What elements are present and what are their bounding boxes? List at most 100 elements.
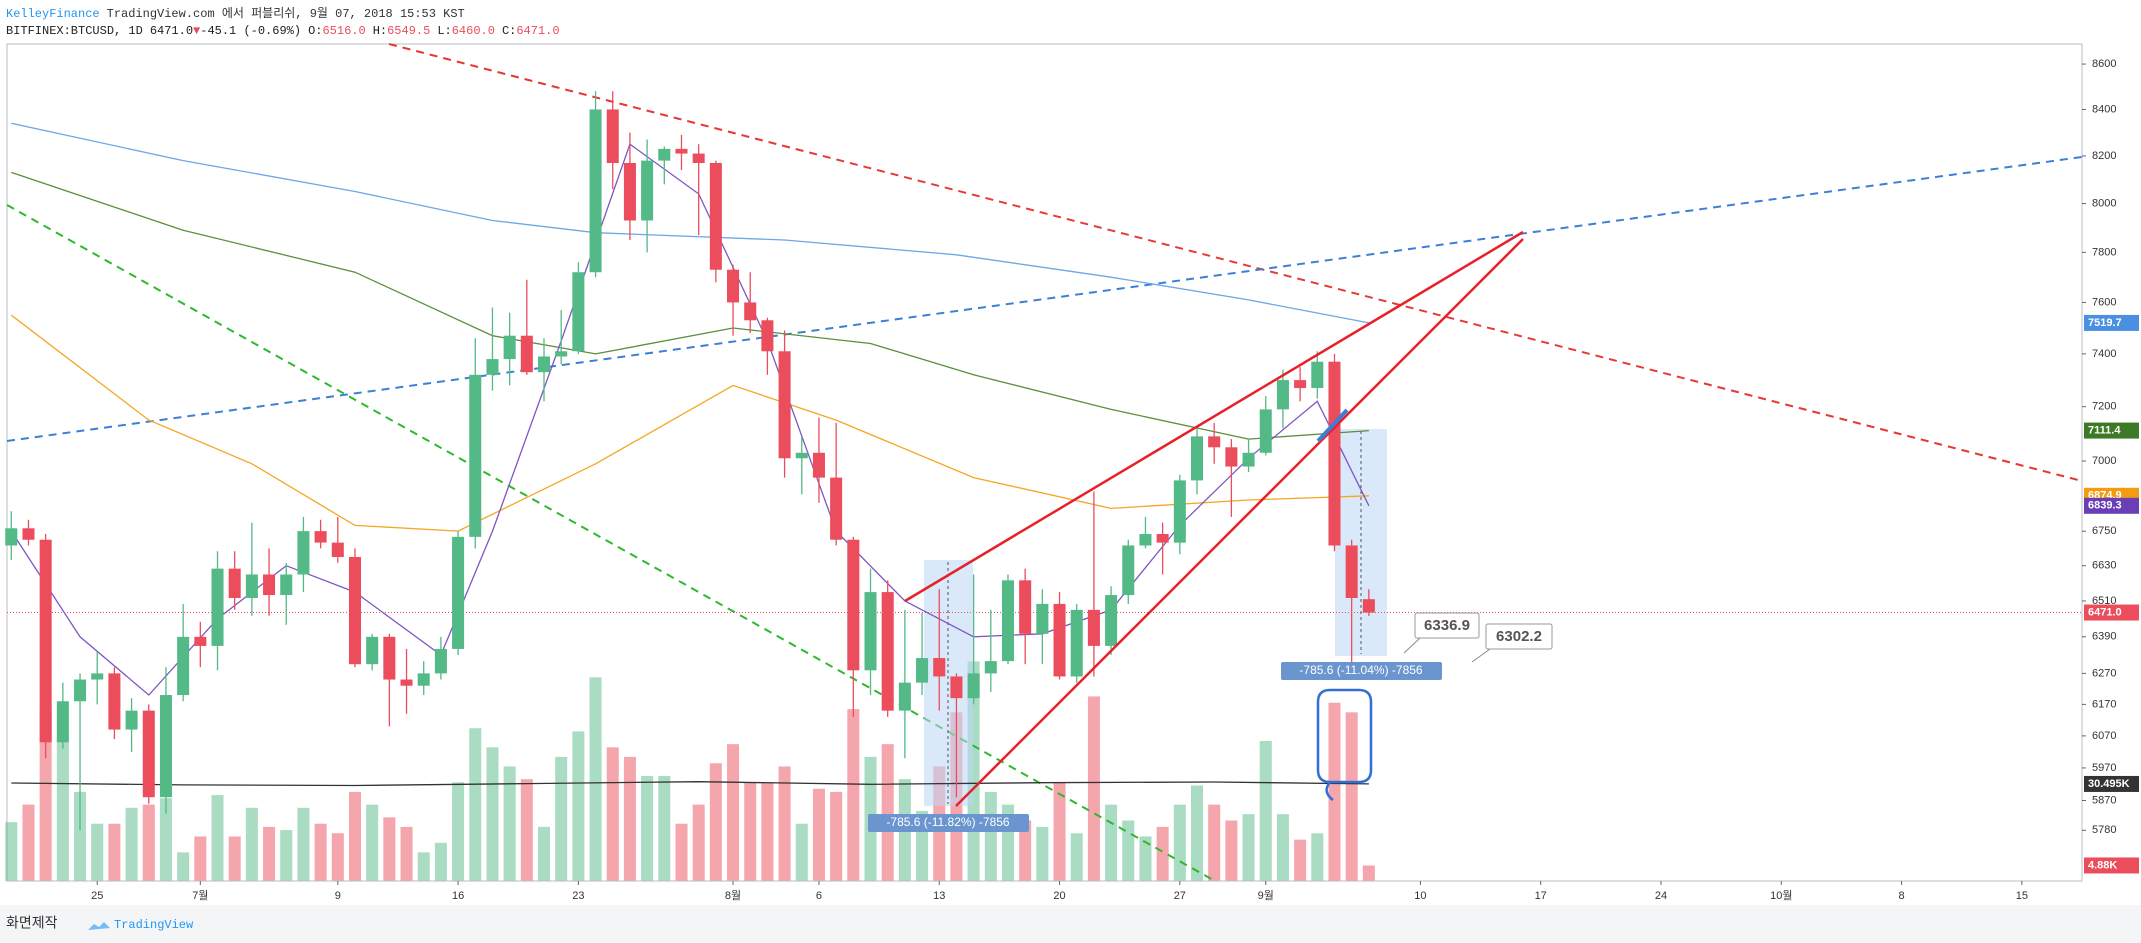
volume-bar (675, 823, 688, 881)
candle-body (486, 359, 499, 375)
x-tick-label: 20 (1053, 890, 1065, 902)
candle-body (1053, 603, 1066, 677)
x-tick-label: 15 (2016, 890, 2028, 902)
trend-line (388, 43, 2083, 482)
x-tick-label: 6 (816, 890, 822, 902)
candle-body (744, 302, 757, 321)
volume-bar (761, 782, 774, 881)
volume-bar (658, 775, 671, 881)
volume-bar (348, 791, 361, 881)
volume-bar (417, 852, 430, 881)
volume-bar (641, 775, 654, 881)
axis-badge (2084, 857, 2139, 874)
candle-body (847, 539, 860, 671)
ohlc-label: L: (437, 24, 451, 38)
candle-body (39, 539, 52, 743)
volume-bar (1105, 804, 1118, 881)
volume-bar (623, 756, 636, 881)
candle-body (795, 452, 808, 459)
callout-text: 6336.9 (1424, 617, 1470, 634)
y-tick-label: 7200 (2092, 401, 2116, 413)
volume-bar (1328, 702, 1341, 881)
candle-body (675, 148, 688, 154)
volume-bar (709, 763, 722, 881)
x-tick-label: 10월 (1770, 889, 1792, 902)
candle-body (589, 109, 602, 273)
x-tick-label: 10 (1414, 890, 1426, 902)
candle-body (864, 592, 877, 671)
volume-bar (1208, 804, 1221, 881)
volume-bar (486, 747, 499, 881)
axis-badge (2084, 497, 2139, 514)
candle-body (1259, 409, 1272, 453)
volume-bar (555, 756, 568, 881)
axis-badge (2084, 314, 2139, 331)
candle-body (1328, 361, 1341, 546)
volume-bar (881, 744, 894, 881)
volume-bar (211, 795, 224, 881)
ohlc-label: C: (502, 24, 516, 38)
candle-body (348, 557, 361, 665)
volume-bar (1294, 839, 1307, 881)
volume-bar (847, 709, 860, 881)
candle-body (142, 710, 155, 798)
y-tick-label: 6390 (2092, 631, 2116, 643)
x-tick-label: 27 (1174, 890, 1186, 902)
published: TradingView.com 에서 퍼블리쉬, 9월 07, 2018 15:… (107, 6, 465, 21)
volume-bar (984, 791, 997, 881)
y-tick-label: 8200 (2092, 150, 2116, 162)
candle-body (383, 636, 396, 680)
candle-body (22, 528, 35, 540)
y-tick-label: 7600 (2092, 296, 2116, 308)
ohlc-value: 6460.0 (452, 24, 495, 38)
volume-bar (383, 817, 396, 881)
candle-body (1070, 609, 1083, 677)
y-tick-label: 7400 (2092, 348, 2116, 360)
volume-bar (91, 823, 104, 881)
candle-body (555, 351, 568, 357)
volume-bar (1345, 712, 1358, 881)
header-line-2: BITFINEX:BTCUSD, 1D 6471.0▼-45.1 (-0.69%)… (6, 24, 560, 38)
volume-bar (1122, 820, 1135, 881)
candle-body (280, 574, 293, 596)
axis-badge (2084, 775, 2139, 792)
y-tick-label: 6750 (2092, 525, 2116, 537)
candle-body (761, 320, 774, 352)
last: 6471.0 (150, 24, 193, 38)
candle-body (967, 673, 980, 699)
candle-body (1208, 436, 1221, 448)
candle-body (452, 536, 465, 649)
volume-bar (1225, 820, 1238, 881)
axis-badge (2084, 422, 2139, 439)
candle-body (1190, 436, 1204, 481)
overlay-drawings: -785.6 (-11.82%) -7856 -785.6 (-11.04%) … (868, 230, 1553, 832)
ohlc-value: 6471.0 (516, 24, 559, 38)
header-line-1: KelleyFinance TradingView.com 에서 퍼블리쉬, 9월… (6, 6, 465, 21)
x-tick-label: 17 (1535, 890, 1547, 902)
candle-body (658, 148, 671, 161)
x-tick-label: 8월 (725, 889, 741, 902)
candle-body (641, 160, 654, 221)
candle-body (1311, 361, 1324, 389)
candle-body (520, 335, 533, 373)
moving-average (11, 122, 1370, 324)
volume-bar (56, 737, 69, 881)
y-tick-label: 6070 (2092, 730, 2116, 742)
moving-average (10, 314, 1369, 532)
volume-layer (5, 661, 1375, 881)
candle-body (400, 679, 413, 686)
candle-body (572, 272, 585, 352)
y-tick-label: 5870 (2092, 794, 2116, 806)
volume-bar (74, 791, 87, 881)
candle-body (898, 682, 911, 711)
candle-body (297, 531, 310, 575)
candle-body (228, 568, 241, 598)
volume-bar (469, 728, 482, 881)
axis-badge-label: 7111.4 (2088, 424, 2121, 436)
candle-body (950, 676, 963, 699)
x-tick-label: 24 (1655, 890, 1667, 902)
volume-bar (1053, 782, 1066, 881)
candle-body (709, 162, 722, 270)
